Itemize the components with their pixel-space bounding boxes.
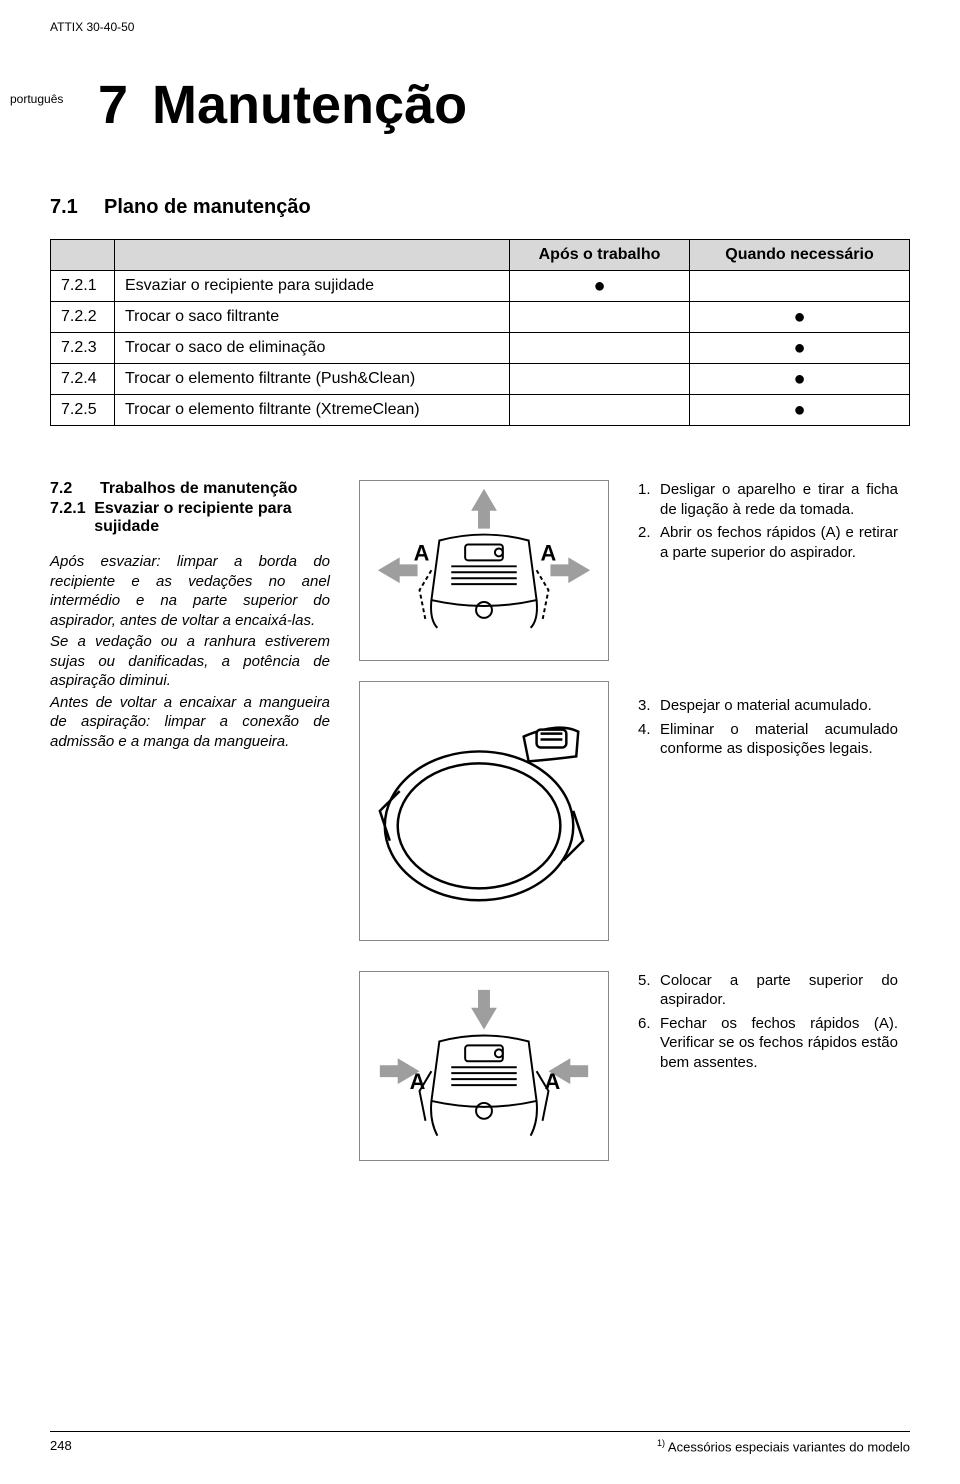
- cell-when: ●: [690, 395, 910, 426]
- arrow-left-icon: [378, 557, 418, 583]
- cell-after: [510, 333, 690, 364]
- cell-desc: Trocar o elemento filtrante (Push&Clean): [115, 364, 510, 395]
- label-a-left-2: A: [410, 1069, 426, 1094]
- cell-desc: Esvaziar o recipiente para sujidade: [115, 271, 510, 302]
- left-column: 7.2 Trabalhos de manutenção 7.2.1 Esvazi…: [50, 480, 330, 941]
- content-columns: 7.2 Trabalhos de manutenção 7.2.1 Esvazi…: [50, 480, 910, 941]
- diagram-empty: [359, 681, 609, 941]
- vacuum-container-icon: [380, 727, 583, 900]
- table-row: 7.2.3 Trocar o saco de eliminação ●: [51, 333, 910, 364]
- cell-after: [510, 364, 690, 395]
- bottom-right-column: Colocar a parte superior do aspirador. F…: [638, 971, 898, 1161]
- cell-num: 7.2.5: [51, 395, 115, 426]
- vacuum-top-icon: [420, 535, 549, 628]
- table-row: 7.2.4 Trocar o elemento filtrante (Push&…: [51, 364, 910, 395]
- page-number: 248: [50, 1438, 72, 1454]
- subsection-a-number: 7.2: [50, 480, 100, 498]
- diagram-close: A A: [359, 971, 609, 1161]
- cell-num: 7.2.3: [51, 333, 115, 364]
- middle-column: A A: [354, 480, 614, 941]
- left-para1: Após esvaziar: limpar a borda do recipie…: [50, 552, 330, 630]
- step-item: Desligar o aparelho e tirar a ficha de l…: [638, 480, 898, 519]
- subsection-a: 7.2 Trabalhos de manutenção: [50, 480, 330, 498]
- cell-num: 7.2.2: [51, 302, 115, 333]
- step-item: Abrir os fechos rápidos (A) e retirar a …: [638, 523, 898, 562]
- maintenance-table: Após o trabalho Quando necessário 7.2.1 …: [50, 239, 910, 426]
- subsection-b-number: 7.2.1: [50, 500, 94, 536]
- cell-desc: Trocar o elemento filtrante (XtremeClean…: [115, 395, 510, 426]
- footnote-text: Acessórios especiais variantes do modelo: [668, 1439, 910, 1454]
- cell-after: [510, 302, 690, 333]
- footnote: 1) Acessórios especiais variantes do mod…: [657, 1438, 910, 1454]
- label-a-right: A: [541, 540, 557, 565]
- steps-list-c: Colocar a parte superior do aspirador. F…: [638, 971, 898, 1073]
- bottom-row: A A Colocar a parte superior do aspirado…: [50, 971, 910, 1161]
- subsection-b: 7.2.1 Esvaziar o recipiente para sujidad…: [50, 500, 330, 536]
- section-number: 7.1: [50, 196, 104, 219]
- cell-when: ●: [690, 364, 910, 395]
- cell-after: [510, 395, 690, 426]
- cell-after: ●: [510, 271, 690, 302]
- arrow-right-icon: [550, 557, 590, 583]
- step-item: Fechar os fechos rápidos (A). Verificar …: [638, 1014, 898, 1073]
- label-a-left: A: [414, 540, 430, 565]
- step-item: Eliminar o material acumulado conforme a…: [638, 720, 898, 759]
- step-item: Colocar a parte superior do aspirador.: [638, 971, 898, 1010]
- arrow-up-icon: [471, 489, 497, 529]
- table-header-blank1: [51, 240, 115, 271]
- bottom-spacer: [50, 971, 330, 1161]
- table-header-when: Quando necessário: [690, 240, 910, 271]
- table-row: 7.2.1 Esvaziar o recipiente para sujidad…: [51, 271, 910, 302]
- section-heading: 7.1 Plano de manutenção: [50, 196, 910, 219]
- step-item: Despejar o material acumulado.: [638, 696, 898, 716]
- footnote-marker: 1): [657, 1438, 665, 1448]
- table-header-after: Após o trabalho: [510, 240, 690, 271]
- chapter-title: Manutenção: [152, 74, 467, 136]
- steps-list-b: Despejar o material acumulado. Eliminar …: [638, 696, 898, 759]
- cell-desc: Trocar o saco de eliminação: [115, 333, 510, 364]
- vacuum-top-close-icon: [420, 1035, 549, 1135]
- right-column: Desligar o aparelho e tirar a ficha de l…: [638, 480, 898, 941]
- steps-list-a: Desligar o aparelho e tirar a ficha de l…: [638, 480, 898, 562]
- page-footer: 248 1) Acessórios especiais variantes do…: [50, 1431, 910, 1454]
- subsection-a-title: Trabalhos de manutenção: [100, 480, 297, 498]
- table-row: 7.2.2 Trocar o saco filtrante ●: [51, 302, 910, 333]
- cell-when: ●: [690, 302, 910, 333]
- cell-when: [690, 271, 910, 302]
- cell-desc: Trocar o saco filtrante: [115, 302, 510, 333]
- table-header-blank2: [115, 240, 510, 271]
- subsection-b-title: Esvaziar o recipiente para sujidade: [94, 500, 330, 536]
- label-a-right-2: A: [545, 1069, 561, 1094]
- model-label: ATTIX 30-40-50: [50, 20, 910, 34]
- left-notes: Após esvaziar: limpar a borda do recipie…: [50, 552, 330, 751]
- chapter-heading: 7 Manutenção: [98, 74, 910, 136]
- diagram-open: A A: [359, 480, 609, 661]
- left-para3: Antes de voltar a encaixar a mangueira d…: [50, 693, 330, 752]
- chapter-number: 7: [98, 74, 128, 136]
- cell-when: ●: [690, 333, 910, 364]
- table-row: 7.2.5 Trocar o elemento filtrante (Xtrem…: [51, 395, 910, 426]
- left-para2: Se a vedação ou a ranhura estiverem suja…: [50, 632, 330, 691]
- language-label: português: [10, 92, 63, 106]
- arrow-down-icon: [471, 989, 497, 1029]
- cell-num: 7.2.4: [51, 364, 115, 395]
- cell-num: 7.2.1: [51, 271, 115, 302]
- section-title: Plano de manutenção: [104, 196, 311, 219]
- bottom-middle: A A: [354, 971, 614, 1161]
